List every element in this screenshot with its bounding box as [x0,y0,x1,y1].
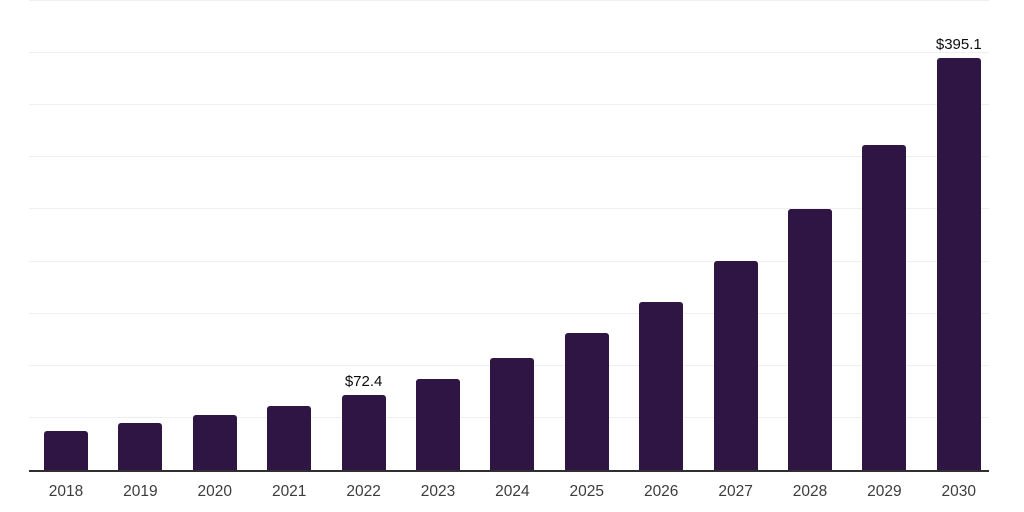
x-tick-2022: 2022 [346,483,381,500]
gridline [29,0,989,2]
bar-2021 [267,406,312,470]
x-tick-2023: 2023 [420,483,456,500]
x-tick-2026: 2026 [643,483,679,500]
gridline [29,312,989,314]
gridline [29,156,989,158]
bar-2025 [564,332,609,470]
bar-2020 [192,415,237,470]
x-tick-2029: 2029 [867,483,902,500]
x-tick-2025: 2025 [569,483,605,500]
bar-2028 [788,208,832,470]
bar-2027 [713,260,758,470]
bar-2018 [44,431,88,470]
bar-2019 [118,423,163,470]
bar-2026 [639,301,684,470]
x-tick-2020: 2020 [197,483,233,500]
gridline [29,52,989,54]
bar-2022 [341,394,386,470]
x-tick-2028: 2028 [792,483,828,500]
plot-area: $72.4 $395.1 [29,0,989,472]
bar-value-label: $72.4 [344,372,383,390]
gridline [29,260,989,262]
x-tick-2018: 2018 [48,483,84,500]
gridline [29,208,989,210]
bar-2030 [936,58,981,470]
x-tick-2021: 2021 [271,483,307,500]
bar-2024 [490,358,535,470]
bar-value-label: $395.1 [935,36,982,54]
gridline [29,104,989,106]
x-tick-2027: 2027 [718,483,753,500]
bar-2023 [416,378,460,470]
x-tick-2030: 2030 [941,483,977,500]
x-axis: 2018 2019 2020 2021 2022 2023 2024 2025 2026 2027… [29,483,989,505]
x-tick-2019: 2019 [123,483,158,500]
bar-2029 [862,145,907,470]
x-tick-2024: 2024 [495,483,530,500]
